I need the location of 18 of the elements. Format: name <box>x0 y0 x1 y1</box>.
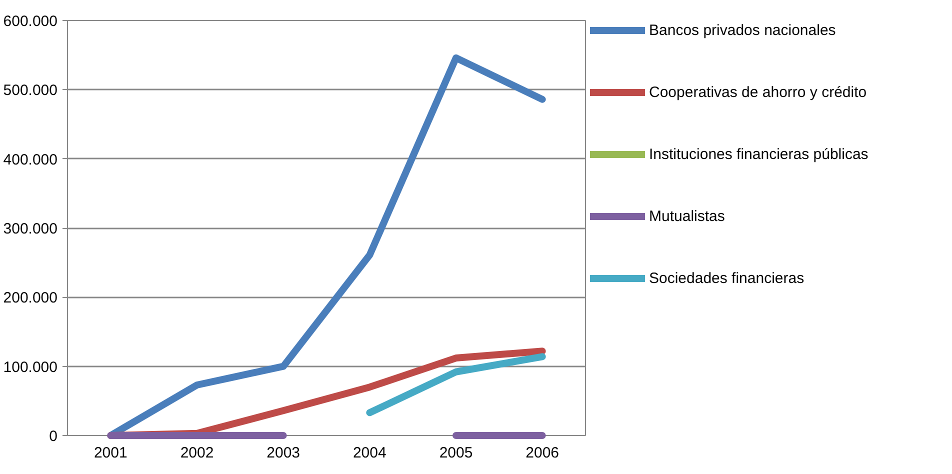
y-tick-label: 0 <box>49 428 58 445</box>
x-tick-label: 2005 <box>439 444 473 462</box>
y-tick-label: 400.000 <box>3 151 58 168</box>
legend-label: Bancos privados nacionales <box>649 22 836 38</box>
x-tick-label: 2006 <box>526 444 560 462</box>
x-tick-label: 2001 <box>94 444 128 462</box>
x-tick-label: 2004 <box>352 444 386 462</box>
legend-label: Mutualistas <box>649 208 725 224</box>
y-tick-label: 100.000 <box>3 358 58 376</box>
legend-label: Cooperativas de ahorro y crédito <box>649 84 867 100</box>
y-tick-label: 300.000 <box>3 220 58 238</box>
y-tick-label: 500.000 <box>3 82 58 100</box>
x-tick-label: 2002 <box>180 444 214 462</box>
x-tick-label: 2003 <box>266 444 300 462</box>
y-tick-label: 600.000 <box>3 13 58 30</box>
y-tick-label: 200.000 <box>3 290 58 307</box>
legend-label: Sociedades financieras <box>649 270 804 286</box>
legend-label: Instituciones financieras públicas <box>649 146 868 162</box>
